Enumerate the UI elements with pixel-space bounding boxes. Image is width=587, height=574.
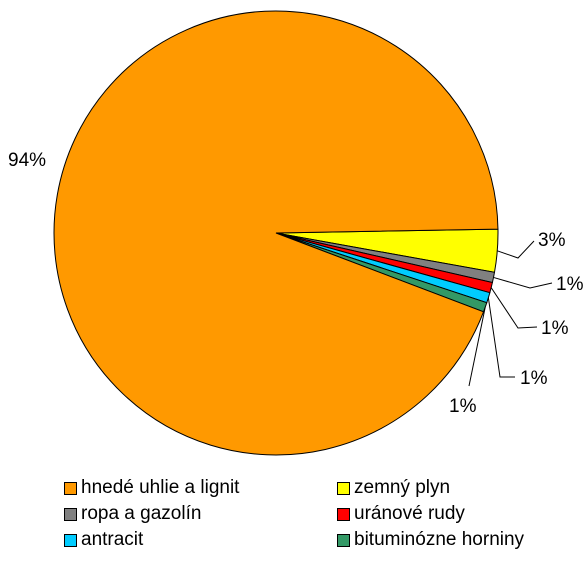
legend-item-1: zemný plyn	[337, 476, 450, 500]
legend-swatch-5	[337, 533, 350, 547]
legend-swatch-4	[64, 533, 77, 547]
data-label-4: 1%	[520, 368, 548, 389]
legend-swatch-3	[337, 507, 350, 521]
legend-label-2: ropa a gazolín	[81, 503, 202, 524]
data-label-3: 1%	[541, 318, 569, 339]
leader-line-4	[487, 297, 515, 378]
legend-swatch-0	[64, 481, 77, 495]
legend-label-1: zemný plyn	[354, 477, 451, 498]
pie-slices	[53, 10, 499, 456]
legend-label-5: bituminózne horniny	[354, 529, 525, 550]
legend-swatch-2	[64, 507, 77, 521]
data-label-5: 1%	[449, 396, 477, 417]
legend-item-3: uránové rudy	[337, 502, 465, 526]
data-label-0: 94%	[8, 150, 46, 171]
legend-label-4: antracit	[81, 529, 144, 550]
leader-line-5	[468, 307, 486, 387]
leader-line-2	[493, 276, 553, 289]
leader-line-3	[490, 287, 538, 329]
legend-item-2: ropa a gazolín	[64, 502, 201, 526]
legend-item-4: antracit	[64, 528, 143, 552]
leader-lines	[468, 240, 553, 387]
legend-label-3: uránové rudy	[354, 503, 465, 524]
data-label-1: 3%	[538, 230, 566, 251]
legend-label-0: hnedé uhlie a lignit	[81, 477, 240, 498]
leader-line-1	[497, 240, 535, 259]
data-labels: 94% 3% 1% 1% 1% 1%	[8, 150, 584, 417]
pie-slice-0	[53, 10, 499, 456]
legend-swatch-1	[337, 481, 350, 495]
legend-item-0: hnedé uhlie a lignit	[64, 476, 239, 500]
data-label-2: 1%	[556, 274, 584, 295]
legend-item-5: bituminózne horniny	[337, 528, 524, 552]
